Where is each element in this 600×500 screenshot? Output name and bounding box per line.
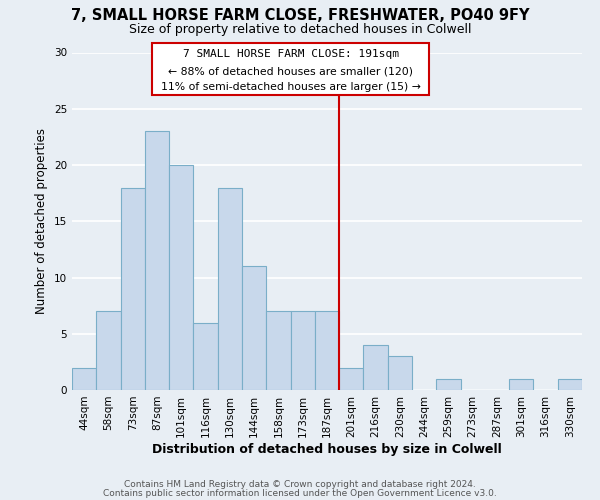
Bar xyxy=(242,266,266,390)
Bar xyxy=(290,311,315,390)
Bar xyxy=(364,345,388,390)
X-axis label: Distribution of detached houses by size in Colwell: Distribution of detached houses by size … xyxy=(152,442,502,456)
Text: 7, SMALL HORSE FARM CLOSE, FRESHWATER, PO40 9FY: 7, SMALL HORSE FARM CLOSE, FRESHWATER, P… xyxy=(71,8,529,22)
Bar xyxy=(72,368,96,390)
Text: Size of property relative to detached houses in Colwell: Size of property relative to detached ho… xyxy=(129,22,471,36)
Bar xyxy=(121,188,145,390)
Bar xyxy=(315,311,339,390)
Text: 11% of semi-detached houses are larger (15) →: 11% of semi-detached houses are larger (… xyxy=(161,82,421,92)
Bar xyxy=(169,165,193,390)
Text: Contains public sector information licensed under the Open Government Licence v3: Contains public sector information licen… xyxy=(103,488,497,498)
Bar xyxy=(339,368,364,390)
Text: Contains HM Land Registry data © Crown copyright and database right 2024.: Contains HM Land Registry data © Crown c… xyxy=(124,480,476,489)
Text: ← 88% of detached houses are smaller (120): ← 88% of detached houses are smaller (12… xyxy=(168,66,413,76)
Bar xyxy=(218,188,242,390)
Bar xyxy=(509,379,533,390)
Bar xyxy=(96,311,121,390)
Y-axis label: Number of detached properties: Number of detached properties xyxy=(35,128,49,314)
Bar xyxy=(558,379,582,390)
Bar xyxy=(152,44,429,95)
Bar xyxy=(388,356,412,390)
Bar xyxy=(436,379,461,390)
Bar xyxy=(193,322,218,390)
Bar xyxy=(145,131,169,390)
Text: 7 SMALL HORSE FARM CLOSE: 191sqm: 7 SMALL HORSE FARM CLOSE: 191sqm xyxy=(182,49,398,59)
Bar xyxy=(266,311,290,390)
